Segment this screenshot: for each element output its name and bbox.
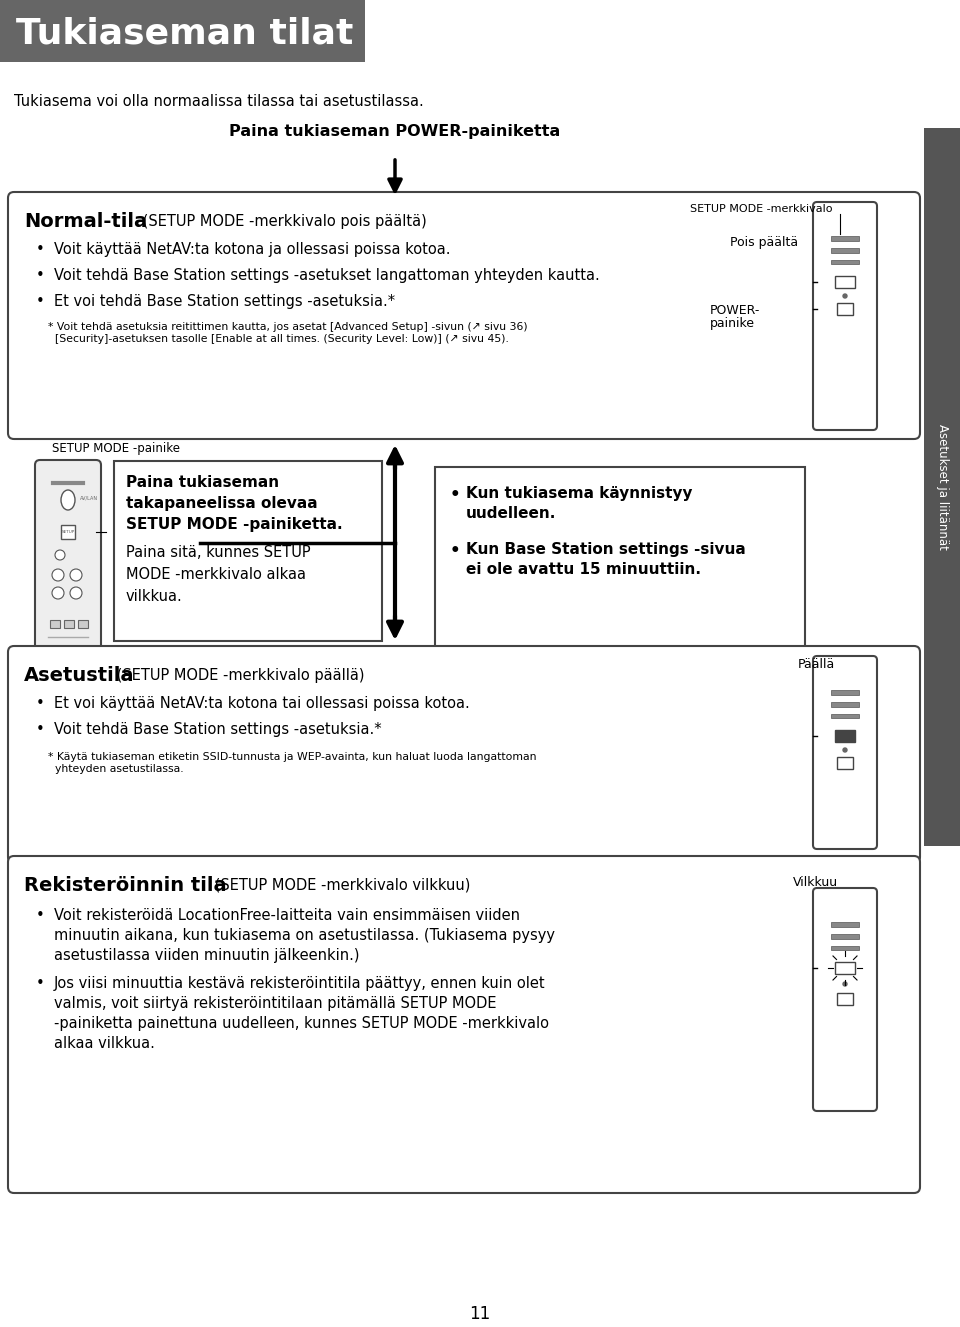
Text: Tukiasema voi olla normaalissa tilassa tai asetustilassa.: Tukiasema voi olla normaalissa tilassa t…	[14, 94, 423, 109]
Bar	[837, 303, 853, 314]
Bar	[835, 276, 855, 288]
Circle shape	[843, 982, 847, 986]
Bar	[837, 993, 853, 1005]
Text: Voit käyttää NetAV:ta kotona ja ollessasi poissa kotoa.: Voit käyttää NetAV:ta kotona ja ollessas…	[54, 242, 450, 257]
Circle shape	[843, 295, 847, 299]
Bar	[0, 0, 365, 62]
Text: Jos viisi minuuttia kestävä rekisteröintitila päättyy, ennen kuin olet: Jos viisi minuuttia kestävä rekisteröint…	[54, 975, 545, 991]
Bar	[831, 690, 859, 695]
Text: •: •	[450, 541, 461, 560]
Bar	[835, 962, 855, 974]
Circle shape	[843, 748, 847, 752]
Text: Et voi tehdä Base Station settings -asetuksia.*: Et voi tehdä Base Station settings -aset…	[54, 295, 396, 309]
Text: yhteyden asetustilassa.: yhteyden asetustilassa.	[48, 764, 183, 774]
Text: SETUP MODE -merkkivalo: SETUP MODE -merkkivalo	[690, 204, 832, 214]
Text: (SETUP MODE -merkkivalo pois päältä): (SETUP MODE -merkkivalo pois päältä)	[138, 214, 427, 230]
Circle shape	[70, 569, 82, 581]
Circle shape	[52, 587, 64, 598]
Text: Asetukset ja liitännät: Asetukset ja liitännät	[935, 425, 948, 549]
Text: [Security]-asetuksen tasolle [Enable at all times. (Security Level: Low)] (↗ siv: [Security]-asetuksen tasolle [Enable at …	[48, 334, 509, 344]
Text: * Voit tehdä asetuksia reitittimen kautta, jos asetat [Advanced Setup] -sivun (↗: * Voit tehdä asetuksia reitittimen kautt…	[48, 322, 528, 332]
Text: Rekisteröinnin tila: Rekisteröinnin tila	[24, 876, 227, 894]
Bar	[831, 248, 859, 253]
Text: 11: 11	[469, 1304, 491, 1323]
FancyBboxPatch shape	[8, 646, 920, 863]
Text: Tukiaseman tilat: Tukiaseman tilat	[16, 16, 353, 50]
Text: * Käytä tukiaseman etiketin SSID-tunnusta ja WEP-avainta, kun haluat luoda langa: * Käytä tukiaseman etiketin SSID-tunnust…	[48, 752, 537, 762]
Text: -painiketta painettuna uudelleen, kunnes SETUP MODE -merkkivalo: -painiketta painettuna uudelleen, kunnes…	[54, 1016, 549, 1031]
Bar	[831, 702, 859, 707]
Text: POWER-: POWER-	[710, 304, 760, 317]
Text: Voit rekisteröidä LocationFree-laitteita vain ensimmäisen viiden: Voit rekisteröidä LocationFree-laitteita…	[54, 908, 520, 924]
Circle shape	[70, 587, 82, 598]
Text: alkaa vilkkua.: alkaa vilkkua.	[54, 1036, 155, 1051]
Text: SETUP MODE -painike: SETUP MODE -painike	[52, 442, 180, 455]
Text: •: •	[36, 695, 45, 711]
Text: •: •	[36, 295, 45, 309]
Text: Pois päältä: Pois päältä	[730, 236, 798, 249]
FancyBboxPatch shape	[35, 460, 101, 656]
Circle shape	[55, 549, 65, 560]
Text: Paina tukiaseman POWER-painiketta: Paina tukiaseman POWER-painiketta	[229, 123, 561, 139]
Bar	[831, 946, 859, 950]
Text: Voit tehdä Base Station settings -asetuksia.*: Voit tehdä Base Station settings -asetuk…	[54, 722, 382, 736]
FancyBboxPatch shape	[114, 460, 382, 641]
Text: •: •	[36, 268, 45, 283]
Text: vilkkua.: vilkkua.	[126, 589, 182, 604]
FancyBboxPatch shape	[8, 856, 920, 1193]
Text: •: •	[36, 908, 45, 924]
Text: SETUP: SETUP	[61, 529, 75, 533]
Circle shape	[52, 569, 64, 581]
Bar	[831, 714, 859, 718]
Text: Asetustila: Asetustila	[24, 666, 134, 685]
Text: minuutin aikana, kun tukiasema on asetustilassa. (Tukiasema pysyy: minuutin aikana, kun tukiasema on asetus…	[54, 928, 555, 943]
Text: Normal-tila: Normal-tila	[24, 212, 147, 231]
Text: Paina tukiaseman
takapaneelissa olevaa
SETUP MODE -painiketta.: Paina tukiaseman takapaneelissa olevaa S…	[126, 475, 343, 532]
Text: •: •	[36, 975, 45, 991]
Bar	[78, 620, 88, 628]
Bar	[50, 620, 60, 628]
Bar	[831, 922, 859, 928]
Text: Et voi käyttää NetAV:ta kotona tai ollessasi poissa kotoa.: Et voi käyttää NetAV:ta kotona tai olles…	[54, 695, 469, 711]
Text: •: •	[450, 486, 461, 504]
Bar	[835, 730, 855, 742]
FancyBboxPatch shape	[8, 192, 920, 439]
Text: Kun Base Station settings -sivua
ei ole avattu 15 minuuttiin.: Kun Base Station settings -sivua ei ole …	[466, 541, 746, 577]
Bar	[64, 620, 74, 628]
Bar	[61, 525, 75, 539]
Bar	[831, 260, 859, 264]
Text: Paina sitä, kunnes SETUP: Paina sitä, kunnes SETUP	[126, 545, 311, 560]
FancyBboxPatch shape	[813, 656, 877, 849]
FancyBboxPatch shape	[813, 202, 877, 430]
Bar	[924, 127, 960, 847]
Text: asetustilassa viiden minuutin jälkeenkin.): asetustilassa viiden minuutin jälkeenkin…	[54, 947, 359, 963]
Text: •: •	[36, 722, 45, 736]
Text: •: •	[36, 242, 45, 257]
Text: AV/LAN: AV/LAN	[80, 495, 98, 500]
FancyBboxPatch shape	[813, 888, 877, 1111]
Text: valmis, voit siirtyä rekisteröintitilaan pitämällä SETUP MODE: valmis, voit siirtyä rekisteröintitilaan…	[54, 997, 496, 1011]
Text: (SETUP MODE -merkkivalo päällä): (SETUP MODE -merkkivalo päällä)	[112, 667, 365, 683]
Text: Päällä: Päällä	[798, 658, 835, 671]
Text: Vilkkuu: Vilkkuu	[793, 876, 838, 889]
Text: Kun tukiasema käynnistyy
uudelleen.: Kun tukiasema käynnistyy uudelleen.	[466, 486, 692, 522]
Text: Voit tehdä Base Station settings -asetukset langattoman yhteyden kautta.: Voit tehdä Base Station settings -asetuk…	[54, 268, 600, 283]
FancyBboxPatch shape	[435, 467, 805, 649]
Text: painike: painike	[710, 317, 755, 330]
Bar	[837, 756, 853, 770]
Bar	[831, 934, 859, 940]
Text: MODE -merkkivalo alkaa: MODE -merkkivalo alkaa	[126, 567, 306, 583]
Ellipse shape	[61, 490, 75, 510]
Bar	[831, 236, 859, 242]
Text: (SETUP MODE -merkkivalo vilkkuu): (SETUP MODE -merkkivalo vilkkuu)	[210, 878, 470, 893]
